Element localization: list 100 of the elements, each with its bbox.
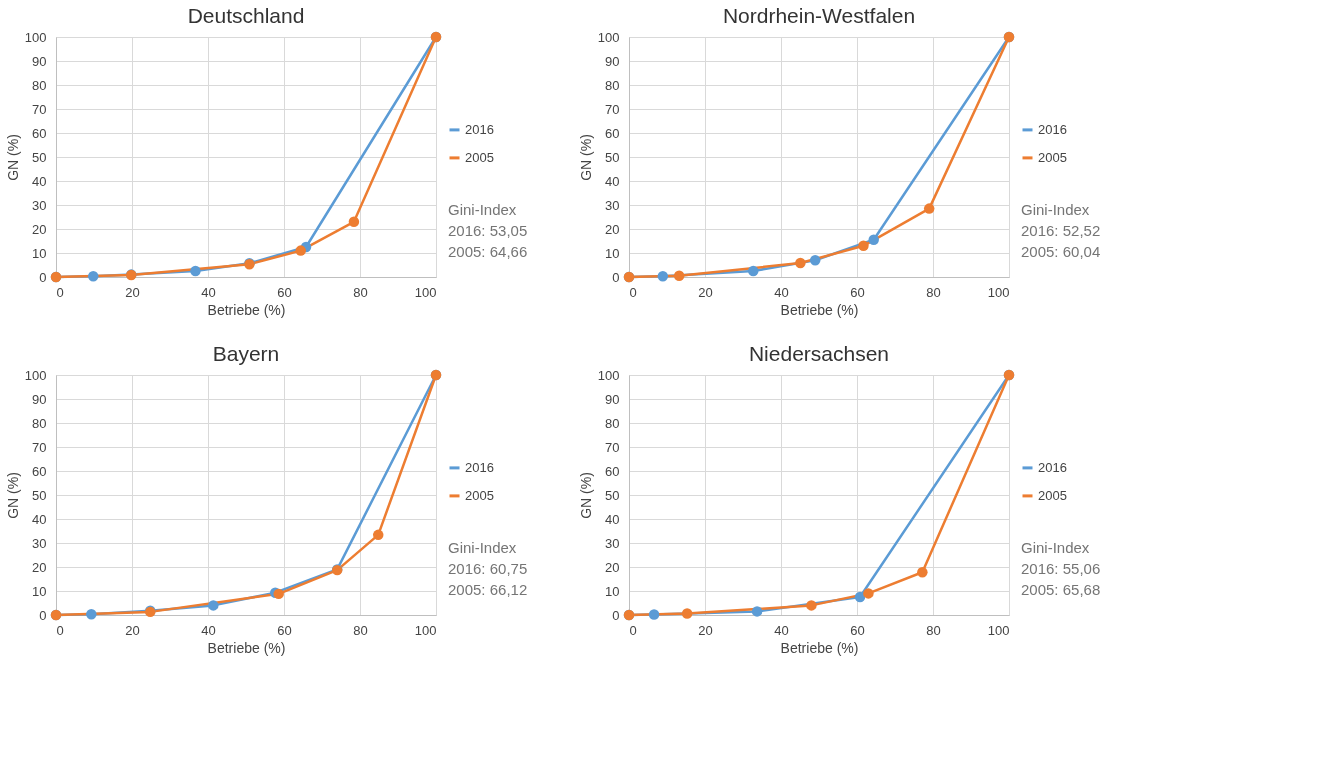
x-tick-label: 0 bbox=[629, 622, 637, 638]
y-tick-label: 40 bbox=[32, 173, 47, 189]
legend-label: 2016 bbox=[1038, 459, 1067, 475]
x-tick-label: 100 bbox=[414, 622, 437, 638]
y-tick-label: 80 bbox=[605, 77, 620, 93]
y-axis-title: GN (%) bbox=[577, 472, 594, 519]
legend-label: 2016 bbox=[465, 459, 494, 475]
y-tick-label: 60 bbox=[32, 125, 47, 141]
x-tick-label: 0 bbox=[56, 284, 64, 300]
x-axis-title: Betriebe (%) bbox=[207, 301, 286, 318]
x-tick-label: 60 bbox=[850, 622, 865, 638]
text: 2016: 55,06 bbox=[1021, 559, 1101, 577]
y-tick-label: 60 bbox=[605, 125, 620, 141]
legend-label: 2016 bbox=[1038, 121, 1067, 137]
x-tick-label: 100 bbox=[987, 284, 1010, 300]
y-tick-label: 60 bbox=[32, 463, 47, 479]
chart-title: Niedersachsen bbox=[748, 342, 890, 365]
y-tick-label: 40 bbox=[605, 173, 620, 189]
x-tick-label: 20 bbox=[698, 622, 713, 638]
y-tick-label: 0 bbox=[612, 607, 620, 623]
y-tick-label: 100 bbox=[24, 367, 47, 383]
y-tick-label: 10 bbox=[32, 583, 47, 599]
y-tick-label: 40 bbox=[605, 511, 620, 527]
x-axis-title: Betriebe (%) bbox=[780, 639, 859, 656]
text: 2005: 60,04 bbox=[1021, 242, 1101, 260]
y-tick-label: 0 bbox=[39, 607, 47, 623]
text: Gini-Index bbox=[1021, 200, 1090, 218]
text: Gini-Index bbox=[448, 200, 517, 218]
y-tick-label: 30 bbox=[605, 535, 620, 551]
y-tick-label: 10 bbox=[605, 583, 620, 599]
y-tick-label: 20 bbox=[32, 559, 47, 575]
legend-label: 2005 bbox=[1038, 149, 1067, 165]
y-tick-label: 30 bbox=[32, 535, 47, 551]
text: 2005: 65,68 bbox=[1021, 580, 1101, 598]
x-tick-label: 40 bbox=[201, 284, 216, 300]
x-tick-label: 40 bbox=[201, 622, 216, 638]
text: Gini-Index bbox=[1021, 538, 1090, 556]
y-tick-label: 0 bbox=[612, 269, 620, 285]
y-tick-label: 50 bbox=[32, 487, 47, 503]
chart-title: Deutschland bbox=[187, 4, 305, 27]
y-tick-label: 90 bbox=[32, 391, 47, 407]
y-axis-title: GN (%) bbox=[577, 134, 594, 181]
y-tick-label: 70 bbox=[605, 101, 620, 117]
x-tick-label: 0 bbox=[56, 622, 64, 638]
text: 2016: 53,05 bbox=[448, 221, 528, 239]
y-tick-label: 90 bbox=[605, 391, 620, 407]
x-tick-label: 60 bbox=[277, 284, 292, 300]
text: 2005: 66,12 bbox=[448, 580, 528, 598]
chart-title: Bayern bbox=[212, 342, 280, 365]
y-tick-label: 40 bbox=[32, 511, 47, 527]
y-tick-label: 20 bbox=[605, 221, 620, 237]
y-tick-label: 50 bbox=[605, 149, 620, 165]
y-tick-label: 70 bbox=[32, 439, 47, 455]
y-axis-title: GN (%) bbox=[4, 134, 21, 181]
x-tick-label: 0 bbox=[629, 284, 637, 300]
text: 2016: 52,52 bbox=[1021, 221, 1101, 239]
x-tick-label: 100 bbox=[414, 284, 437, 300]
y-tick-label: 100 bbox=[597, 29, 620, 45]
x-tick-label: 80 bbox=[926, 622, 941, 638]
y-tick-label: 80 bbox=[605, 415, 620, 431]
y-axis-title: GN (%) bbox=[4, 472, 21, 519]
x-axis-title: Betriebe (%) bbox=[780, 301, 859, 318]
text: 2005: 64,66 bbox=[448, 242, 528, 260]
y-tick-label: 10 bbox=[32, 245, 47, 261]
y-tick-label: 30 bbox=[32, 197, 47, 213]
x-tick-label: 40 bbox=[774, 284, 789, 300]
x-tick-label: 40 bbox=[774, 622, 789, 638]
x-tick-label: 20 bbox=[125, 622, 140, 638]
x-tick-label: 20 bbox=[125, 284, 140, 300]
y-tick-label: 30 bbox=[605, 197, 620, 213]
x-tick-label: 80 bbox=[353, 622, 368, 638]
legend-label: 2016 bbox=[465, 121, 494, 137]
y-tick-label: 70 bbox=[605, 439, 620, 455]
y-tick-label: 100 bbox=[597, 367, 620, 383]
y-tick-label: 90 bbox=[605, 53, 620, 69]
x-tick-label: 100 bbox=[987, 622, 1010, 638]
y-tick-label: 10 bbox=[605, 245, 620, 261]
x-axis-title: Betriebe (%) bbox=[207, 639, 286, 656]
y-tick-label: 70 bbox=[32, 101, 47, 117]
y-tick-label: 80 bbox=[32, 415, 47, 431]
x-tick-label: 60 bbox=[850, 284, 865, 300]
x-tick-label: 60 bbox=[277, 622, 292, 638]
y-tick-label: 0 bbox=[39, 269, 47, 285]
y-tick-label: 90 bbox=[32, 53, 47, 69]
text: Gini-Index bbox=[448, 538, 517, 556]
y-tick-label: 80 bbox=[32, 77, 47, 93]
legend-label: 2005 bbox=[1038, 487, 1067, 503]
text: 2016: 60,75 bbox=[448, 559, 528, 577]
x-tick-label: 20 bbox=[698, 284, 713, 300]
y-tick-label: 20 bbox=[605, 559, 620, 575]
y-tick-label: 50 bbox=[32, 149, 47, 165]
x-tick-label: 80 bbox=[926, 284, 941, 300]
y-tick-label: 50 bbox=[605, 487, 620, 503]
y-tick-label: 100 bbox=[24, 29, 47, 45]
legend-label: 2005 bbox=[465, 149, 494, 165]
legend-label: 2005 bbox=[465, 487, 494, 503]
y-tick-label: 20 bbox=[32, 221, 47, 237]
y-tick-label: 60 bbox=[605, 463, 620, 479]
x-tick-label: 80 bbox=[353, 284, 368, 300]
chart-title: Nordrhein-Westfalen bbox=[722, 4, 916, 27]
